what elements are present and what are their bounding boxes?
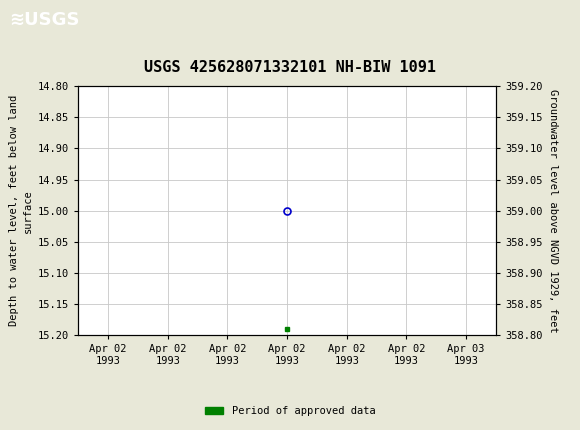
Y-axis label: Depth to water level, feet below land
surface: Depth to water level, feet below land su… (9, 95, 32, 326)
Text: ≋USGS: ≋USGS (9, 10, 79, 28)
Legend: Period of approved data: Period of approved data (201, 402, 379, 421)
Text: USGS 425628071332101 NH-BIW 1091: USGS 425628071332101 NH-BIW 1091 (144, 60, 436, 75)
Y-axis label: Groundwater level above NGVD 1929, feet: Groundwater level above NGVD 1929, feet (548, 89, 558, 332)
